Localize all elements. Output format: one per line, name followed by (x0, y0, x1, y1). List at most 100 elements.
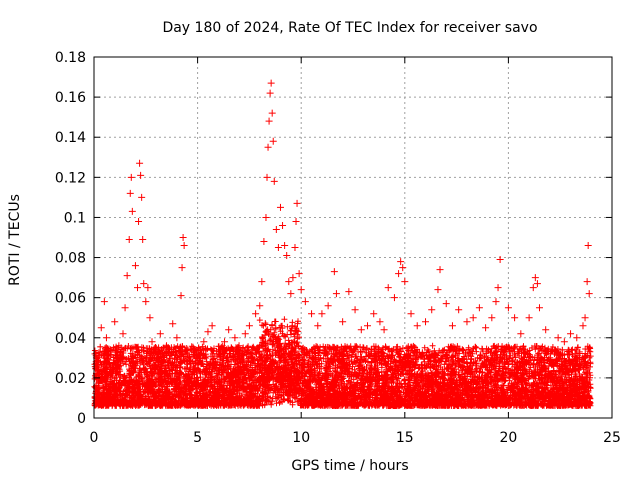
data-point (262, 213, 270, 221)
data-point (285, 278, 293, 286)
background-scatter (91, 316, 594, 409)
data-point (276, 203, 284, 211)
data-point (297, 286, 305, 294)
data-point (318, 310, 326, 318)
y-tick-label: 0.1 (64, 210, 86, 226)
data-point (448, 322, 456, 330)
plot-frame (93, 56, 613, 419)
data-point (266, 89, 274, 97)
data-point (134, 284, 142, 292)
data-point (345, 288, 353, 296)
data-point (289, 274, 297, 282)
data-point (291, 244, 299, 252)
data-point (128, 207, 136, 215)
data-point (148, 338, 156, 346)
x-tick-label: 20 (499, 430, 517, 446)
data-point (463, 318, 471, 326)
data-point (245, 322, 253, 330)
data-point (301, 298, 309, 306)
data-point (225, 326, 233, 334)
data-point (370, 310, 378, 318)
data-point (469, 314, 477, 322)
data-point (581, 314, 589, 322)
y-tick-label: 0.16 (55, 90, 86, 106)
y-tick-label: 0.14 (55, 130, 86, 146)
data-point (144, 284, 152, 292)
data-point (339, 318, 347, 326)
data-point (529, 284, 537, 292)
data-point (308, 310, 316, 318)
data-point (265, 117, 273, 125)
data-point (100, 298, 108, 306)
data-point (139, 236, 147, 244)
y-tick-label: 0 (77, 411, 86, 427)
data-point (163, 342, 171, 350)
data-point (504, 304, 512, 312)
y-axis-label: ROTI / TECUs (7, 194, 23, 286)
data-point (573, 334, 581, 342)
data-point (293, 199, 301, 207)
data-point (127, 173, 135, 181)
data-point (376, 318, 384, 326)
data-point (214, 350, 222, 358)
data-point (274, 244, 282, 252)
data-point (140, 280, 148, 288)
data-point (436, 266, 444, 274)
data-point (330, 268, 338, 276)
data-point (542, 326, 550, 334)
data-point (567, 330, 575, 338)
data-point (535, 304, 543, 312)
data-point (102, 334, 110, 342)
data-point (94, 358, 102, 366)
data-point (107, 346, 115, 354)
data-point (126, 189, 134, 197)
data-point (283, 252, 291, 260)
x-axis-ticks: 0 5 10 15 20 25 (90, 57, 621, 446)
data-point (279, 221, 287, 229)
data-point (135, 217, 143, 225)
data-point (268, 109, 276, 117)
y-tick-label: 0.12 (55, 170, 86, 186)
data-point (264, 143, 272, 151)
data-point (428, 306, 436, 314)
y-tick-label: 0.04 (55, 331, 86, 347)
data-point (554, 334, 562, 342)
data-point (204, 328, 212, 336)
grid-lines (94, 57, 612, 418)
data-point (287, 290, 295, 298)
data-point (531, 274, 539, 282)
data-point (351, 306, 359, 314)
data-point (180, 242, 188, 250)
data-point (260, 238, 268, 246)
data-point (125, 236, 133, 244)
data-point (533, 280, 541, 288)
data-point (434, 286, 442, 294)
data-point (119, 330, 127, 338)
y-axis-ticks: 0 0.02 0.04 0.06 0.08 0.1 0.12 0.14 0.16 0.18 (55, 50, 612, 427)
data-point (269, 137, 277, 145)
data-point (138, 193, 146, 201)
data-point (488, 314, 496, 322)
data-point (152, 354, 160, 362)
data-point (91, 350, 99, 358)
data-point (496, 256, 504, 264)
data-point (137, 171, 145, 179)
data-point (395, 270, 403, 278)
data-point (272, 225, 280, 233)
x-tick-label: 15 (396, 430, 414, 446)
dense-point-band (91, 316, 594, 409)
y-tick-label: 0.18 (55, 50, 86, 66)
data-point (397, 258, 405, 266)
data-point (252, 310, 260, 318)
data-point (579, 322, 587, 330)
data-point (183, 346, 191, 354)
data-point (208, 322, 216, 330)
data-point (585, 290, 593, 298)
x-tick-label: 0 (90, 430, 99, 446)
x-tick-label: 10 (292, 430, 310, 446)
data-point (482, 324, 490, 332)
data-point (111, 318, 119, 326)
data-point (115, 342, 123, 350)
data-point (390, 294, 398, 302)
